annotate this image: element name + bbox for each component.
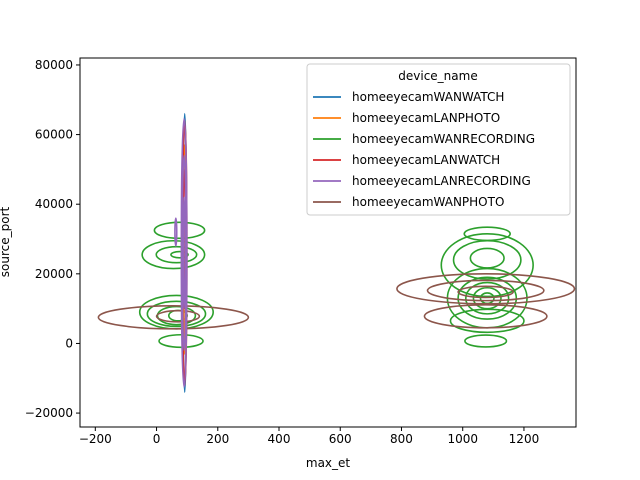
y-tick-label: 40000 <box>35 197 73 211</box>
contour-layer <box>97 112 576 393</box>
x-tick-label: 600 <box>329 432 352 446</box>
contour-line <box>449 308 525 334</box>
legend-label: homeeyecamWANRECORDING <box>352 132 535 146</box>
y-tick-label: 20000 <box>35 267 73 281</box>
series-homeeyecamWANPHOTO <box>97 273 576 330</box>
contour-line <box>170 250 189 259</box>
contour-line <box>146 300 207 328</box>
legend-entry: homeeyecamLANPHOTO <box>313 111 500 125</box>
contour-line <box>155 309 201 323</box>
x-tick-label: 200 <box>206 432 229 446</box>
legend-label: homeeyecamLANRECORDING <box>352 174 531 188</box>
contour-line <box>440 232 534 298</box>
y-tick-label: 80000 <box>35 58 73 72</box>
contour-line <box>457 285 515 299</box>
x-tick-label: −200 <box>79 432 112 446</box>
contour-line <box>182 196 186 310</box>
legend-entry: homeeyecamWANWATCH <box>313 90 504 104</box>
contour-line <box>141 239 206 270</box>
x-tick-label: 0 <box>153 432 161 446</box>
contour-line <box>155 245 198 264</box>
contour-line <box>464 334 508 348</box>
x-axis: −200 0 200 400 600 800 1000 1200 <box>79 427 539 446</box>
contour-line <box>181 154 187 352</box>
y-tick-label: −20000 <box>25 406 73 420</box>
legend-title: device_name <box>398 69 477 83</box>
contour-line <box>180 118 188 388</box>
legend-entries: homeeyecamWANWATCH homeeyecamLANPHOTO home… <box>313 90 535 209</box>
legend: device_name homeeyecamWANWATCHhomeeyecam… <box>306 63 571 216</box>
legend-entry: homeeyecamLANRECORDING <box>313 174 531 188</box>
y-axis: −20000 0 20000 40000 60000 80000 <box>25 58 80 420</box>
contour-line <box>457 276 518 320</box>
contour-line <box>158 333 204 349</box>
x-tick-label: 1200 <box>509 432 540 446</box>
legend-entry: homeeyecamLANWATCH <box>313 153 500 167</box>
contour-line <box>463 226 511 242</box>
legend-label: homeeyecamLANWATCH <box>352 153 500 167</box>
contour-line <box>423 304 548 329</box>
legend-entry: homeeyecamWANPHOTO <box>313 195 504 209</box>
x-axis-label: max_et <box>306 456 351 470</box>
axes-frame <box>79 57 577 428</box>
x-tick-label: 400 <box>268 432 291 446</box>
contour-line <box>426 279 545 302</box>
series-homeeyecamLANRECORDING <box>174 118 188 388</box>
contour-line <box>396 273 576 305</box>
legend-box <box>306 63 571 216</box>
y-tick-label: 60000 <box>35 128 73 142</box>
legend-label: homeeyecamWANWATCH <box>352 90 504 104</box>
contour-line <box>153 221 206 240</box>
contour-line <box>97 305 250 330</box>
contour-line <box>464 281 510 315</box>
x-tick-label: 1000 <box>447 432 478 446</box>
legend-entry: homeeyecamWANRECORDING <box>313 132 535 146</box>
y-tick-label: 0 <box>65 336 73 350</box>
legend-label: homeeyecamWANPHOTO <box>352 195 504 209</box>
x-tick-label: 800 <box>390 432 413 446</box>
legend-label: homeeyecamLANPHOTO <box>352 111 500 125</box>
y-axis-label: source_port <box>0 206 12 277</box>
contour-line <box>174 217 178 247</box>
